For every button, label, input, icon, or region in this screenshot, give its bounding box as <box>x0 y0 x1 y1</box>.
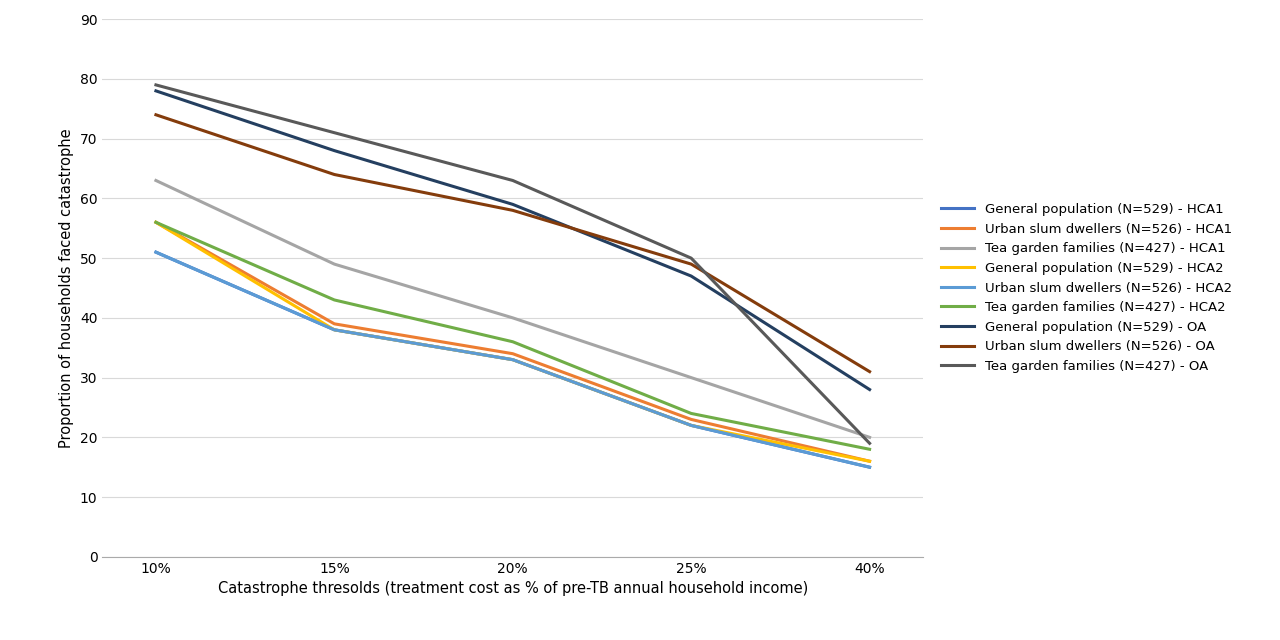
General population (N=529) - HCA1 <box>326 326 342 333</box>
Urban slum dwellers (N=526) - HCA1 <box>684 415 699 423</box>
Tea garden families (N=427) - HCA2 <box>861 445 877 453</box>
Urban slum dwellers (N=526) - OA <box>861 368 877 376</box>
Urban slum dwellers (N=526) - HCA1 <box>506 350 521 358</box>
Tea garden families (N=427) - HCA2 <box>326 296 342 304</box>
General population (N=529) - HCA2 <box>326 326 342 333</box>
General population (N=529) - HCA2 <box>684 422 699 429</box>
Urban slum dwellers (N=526) - HCA2 <box>148 248 164 256</box>
General population (N=529) - OA <box>326 147 342 154</box>
Tea garden families (N=427) - HCA1 <box>326 260 342 268</box>
Line: General population (N=529) - HCA2: General population (N=529) - HCA2 <box>156 222 869 461</box>
Tea garden families (N=427) - OA <box>148 81 164 89</box>
Line: Tea garden families (N=427) - HCA1: Tea garden families (N=427) - HCA1 <box>156 180 869 437</box>
Tea garden families (N=427) - OA <box>684 254 699 262</box>
Urban slum dwellers (N=526) - OA <box>148 111 164 118</box>
Urban slum dwellers (N=526) - HCA2 <box>506 356 521 364</box>
X-axis label: Catastrophe thresolds (treatment cost as % of pre-TB annual household income): Catastrophe thresolds (treatment cost as… <box>218 581 808 596</box>
General population (N=529) - OA <box>506 200 521 208</box>
Urban slum dwellers (N=526) - OA <box>684 260 699 268</box>
General population (N=529) - HCA1 <box>148 248 164 256</box>
Legend: General population (N=529) - HCA1, Urban slum dwellers (N=526) - HCA1, Tea garde: General population (N=529) - HCA1, Urban… <box>936 198 1236 378</box>
Tea garden families (N=427) - HCA1 <box>861 433 877 441</box>
Line: Tea garden families (N=427) - OA: Tea garden families (N=427) - OA <box>156 85 869 444</box>
General population (N=529) - HCA2 <box>148 218 164 226</box>
Line: General population (N=529) - OA: General population (N=529) - OA <box>156 91 869 390</box>
General population (N=529) - OA <box>684 272 699 280</box>
Line: Urban slum dwellers (N=526) - HCA2: Urban slum dwellers (N=526) - HCA2 <box>156 252 869 467</box>
Tea garden families (N=427) - OA <box>861 440 877 447</box>
Line: Tea garden families (N=427) - HCA2: Tea garden families (N=427) - HCA2 <box>156 222 869 449</box>
Line: Urban slum dwellers (N=526) - HCA1: Urban slum dwellers (N=526) - HCA1 <box>156 222 869 461</box>
Urban slum dwellers (N=526) - HCA2 <box>326 326 342 333</box>
General population (N=529) - HCA1 <box>684 422 699 429</box>
Y-axis label: Proportion of households faced catastrophe: Proportion of households faced catastrop… <box>59 128 74 448</box>
Tea garden families (N=427) - OA <box>506 177 521 184</box>
General population (N=529) - HCA1 <box>506 356 521 364</box>
General population (N=529) - HCA1 <box>861 463 877 471</box>
Urban slum dwellers (N=526) - HCA1 <box>861 458 877 465</box>
General population (N=529) - OA <box>148 87 164 95</box>
Urban slum dwellers (N=526) - OA <box>506 207 521 214</box>
Tea garden families (N=427) - HCA1 <box>148 177 164 184</box>
Urban slum dwellers (N=526) - OA <box>326 171 342 179</box>
General population (N=529) - OA <box>861 386 877 394</box>
Tea garden families (N=427) - HCA2 <box>148 218 164 226</box>
General population (N=529) - HCA2 <box>861 458 877 465</box>
Urban slum dwellers (N=526) - HCA1 <box>148 218 164 226</box>
Tea garden families (N=427) - OA <box>326 129 342 136</box>
Tea garden families (N=427) - HCA2 <box>684 410 699 417</box>
Urban slum dwellers (N=526) - HCA2 <box>684 422 699 429</box>
Line: General population (N=529) - HCA1: General population (N=529) - HCA1 <box>156 252 869 467</box>
Urban slum dwellers (N=526) - HCA2 <box>861 463 877 471</box>
Tea garden families (N=427) - HCA2 <box>506 338 521 346</box>
Tea garden families (N=427) - HCA1 <box>684 374 699 381</box>
Line: Urban slum dwellers (N=526) - OA: Urban slum dwellers (N=526) - OA <box>156 115 869 372</box>
Urban slum dwellers (N=526) - HCA1 <box>326 320 342 328</box>
General population (N=529) - HCA2 <box>506 356 521 364</box>
Tea garden families (N=427) - HCA1 <box>506 314 521 322</box>
